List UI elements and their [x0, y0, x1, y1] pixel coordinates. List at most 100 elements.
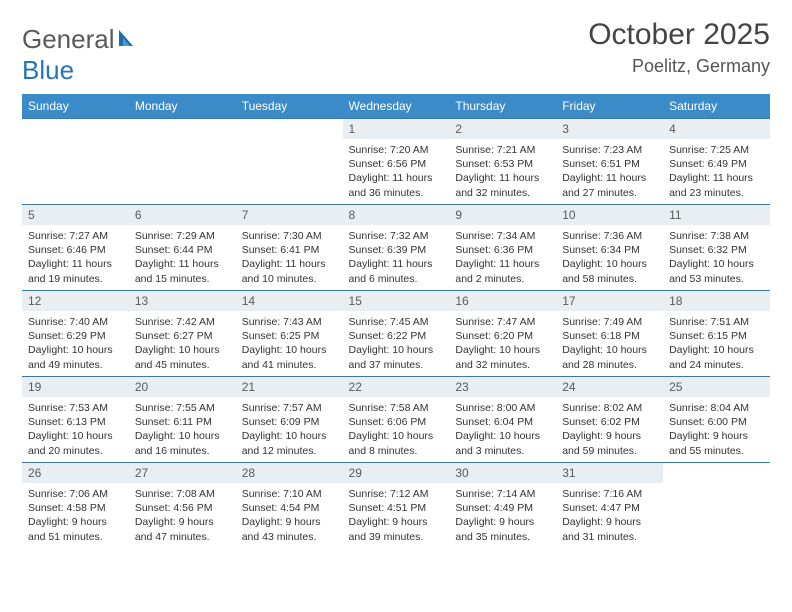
day-data: Sunrise: 7:23 AMSunset: 6:51 PMDaylight:…: [556, 139, 663, 202]
sunrise-text: Sunrise: 7:47 AM: [455, 315, 550, 329]
daylight-text: Daylight: 11 hours and 27 minutes.: [562, 171, 657, 199]
calendar-day-cell: 7Sunrise: 7:30 AMSunset: 6:41 PMDaylight…: [236, 205, 343, 291]
sunrise-text: Sunrise: 7:20 AM: [349, 143, 444, 157]
daylight-text: Daylight: 10 hours and 32 minutes.: [455, 343, 550, 371]
weekday-header: Thursday: [449, 94, 556, 119]
sunset-text: Sunset: 6:44 PM: [135, 243, 230, 257]
day-data: Sunrise: 7:51 AMSunset: 6:15 PMDaylight:…: [663, 311, 770, 374]
sunrise-text: Sunrise: 8:04 AM: [669, 401, 764, 415]
day-data: Sunrise: 7:53 AMSunset: 6:13 PMDaylight:…: [22, 397, 129, 460]
day-data: Sunrise: 8:02 AMSunset: 6:02 PMDaylight:…: [556, 397, 663, 460]
calendar-empty-cell: [129, 119, 236, 205]
daylight-text: Daylight: 9 hours and 51 minutes.: [28, 515, 123, 543]
sunset-text: Sunset: 6:11 PM: [135, 415, 230, 429]
daylight-text: Daylight: 10 hours and 37 minutes.: [349, 343, 444, 371]
daylight-text: Daylight: 11 hours and 23 minutes.: [669, 171, 764, 199]
day-number: 8: [343, 205, 450, 225]
sunrise-text: Sunrise: 7:29 AM: [135, 229, 230, 243]
calendar-day-cell: 25Sunrise: 8:04 AMSunset: 6:00 PMDayligh…: [663, 377, 770, 463]
sunrise-text: Sunrise: 7:32 AM: [349, 229, 444, 243]
sunrise-text: Sunrise: 7:27 AM: [28, 229, 123, 243]
sunset-text: Sunset: 6:53 PM: [455, 157, 550, 171]
day-data: Sunrise: 8:04 AMSunset: 6:00 PMDaylight:…: [663, 397, 770, 460]
daylight-text: Daylight: 10 hours and 45 minutes.: [135, 343, 230, 371]
weekday-header: Sunday: [22, 94, 129, 119]
day-data: Sunrise: 7:16 AMSunset: 4:47 PMDaylight:…: [556, 483, 663, 546]
day-data: Sunrise: 7:43 AMSunset: 6:25 PMDaylight:…: [236, 311, 343, 374]
sunset-text: Sunset: 6:56 PM: [349, 157, 444, 171]
daylight-text: Daylight: 10 hours and 12 minutes.: [242, 429, 337, 457]
sunrise-text: Sunrise: 7:12 AM: [349, 487, 444, 501]
day-data: Sunrise: 7:32 AMSunset: 6:39 PMDaylight:…: [343, 225, 450, 288]
day-data: Sunrise: 8:00 AMSunset: 6:04 PMDaylight:…: [449, 397, 556, 460]
daylight-text: Daylight: 10 hours and 58 minutes.: [562, 257, 657, 285]
day-data: Sunrise: 7:57 AMSunset: 6:09 PMDaylight:…: [236, 397, 343, 460]
day-data: Sunrise: 7:45 AMSunset: 6:22 PMDaylight:…: [343, 311, 450, 374]
sunset-text: Sunset: 4:58 PM: [28, 501, 123, 515]
day-data: Sunrise: 7:34 AMSunset: 6:36 PMDaylight:…: [449, 225, 556, 288]
sunrise-text: Sunrise: 7:58 AM: [349, 401, 444, 415]
calendar-empty-cell: [236, 119, 343, 205]
sunrise-text: Sunrise: 7:51 AM: [669, 315, 764, 329]
sunset-text: Sunset: 6:06 PM: [349, 415, 444, 429]
day-data: Sunrise: 7:29 AMSunset: 6:44 PMDaylight:…: [129, 225, 236, 288]
header: General Blue October 2025 Poelitz, Germa…: [22, 18, 770, 86]
calendar-week-row: 5Sunrise: 7:27 AMSunset: 6:46 PMDaylight…: [22, 205, 770, 291]
sunset-text: Sunset: 6:32 PM: [669, 243, 764, 257]
sunset-text: Sunset: 6:34 PM: [562, 243, 657, 257]
sunset-text: Sunset: 4:54 PM: [242, 501, 337, 515]
daylight-text: Daylight: 10 hours and 8 minutes.: [349, 429, 444, 457]
calendar-table: SundayMondayTuesdayWednesdayThursdayFrid…: [22, 94, 770, 549]
day-number: 28: [236, 463, 343, 483]
logo-text-gray: General: [22, 24, 115, 54]
sunset-text: Sunset: 6:13 PM: [28, 415, 123, 429]
day-data: Sunrise: 7:20 AMSunset: 6:56 PMDaylight:…: [343, 139, 450, 202]
day-number: 4: [663, 119, 770, 139]
daylight-text: Daylight: 11 hours and 32 minutes.: [455, 171, 550, 199]
daylight-text: Daylight: 9 hours and 35 minutes.: [455, 515, 550, 543]
calendar-day-cell: 1Sunrise: 7:20 AMSunset: 6:56 PMDaylight…: [343, 119, 450, 205]
sunset-text: Sunset: 4:47 PM: [562, 501, 657, 515]
day-number: 14: [236, 291, 343, 311]
sunrise-text: Sunrise: 7:43 AM: [242, 315, 337, 329]
daylight-text: Daylight: 9 hours and 55 minutes.: [669, 429, 764, 457]
day-data: Sunrise: 7:27 AMSunset: 6:46 PMDaylight:…: [22, 225, 129, 288]
page-title: October 2025: [588, 18, 770, 52]
daylight-text: Daylight: 9 hours and 59 minutes.: [562, 429, 657, 457]
sunrise-text: Sunrise: 7:40 AM: [28, 315, 123, 329]
day-number: 18: [663, 291, 770, 311]
calendar-day-cell: 27Sunrise: 7:08 AMSunset: 4:56 PMDayligh…: [129, 463, 236, 549]
weekday-header: Tuesday: [236, 94, 343, 119]
sunrise-text: Sunrise: 7:08 AM: [135, 487, 230, 501]
sunrise-text: Sunrise: 7:14 AM: [455, 487, 550, 501]
day-data: Sunrise: 7:06 AMSunset: 4:58 PMDaylight:…: [22, 483, 129, 546]
calendar-day-cell: 10Sunrise: 7:36 AMSunset: 6:34 PMDayligh…: [556, 205, 663, 291]
weekday-header-row: SundayMondayTuesdayWednesdayThursdayFrid…: [22, 94, 770, 119]
daylight-text: Daylight: 11 hours and 19 minutes.: [28, 257, 123, 285]
calendar-day-cell: 18Sunrise: 7:51 AMSunset: 6:15 PMDayligh…: [663, 291, 770, 377]
sunrise-text: Sunrise: 8:00 AM: [455, 401, 550, 415]
sunrise-text: Sunrise: 7:34 AM: [455, 229, 550, 243]
daylight-text: Daylight: 9 hours and 31 minutes.: [562, 515, 657, 543]
sunrise-text: Sunrise: 7:21 AM: [455, 143, 550, 157]
sunset-text: Sunset: 6:46 PM: [28, 243, 123, 257]
calendar-day-cell: 20Sunrise: 7:55 AMSunset: 6:11 PMDayligh…: [129, 377, 236, 463]
day-number: 27: [129, 463, 236, 483]
day-number: 10: [556, 205, 663, 225]
sunrise-text: Sunrise: 7:38 AM: [669, 229, 764, 243]
daylight-text: Daylight: 11 hours and 6 minutes.: [349, 257, 444, 285]
sunset-text: Sunset: 6:49 PM: [669, 157, 764, 171]
sunset-text: Sunset: 6:39 PM: [349, 243, 444, 257]
daylight-text: Daylight: 9 hours and 43 minutes.: [242, 515, 337, 543]
daylight-text: Daylight: 10 hours and 28 minutes.: [562, 343, 657, 371]
day-number: 29: [343, 463, 450, 483]
day-number: 23: [449, 377, 556, 397]
day-data: Sunrise: 7:08 AMSunset: 4:56 PMDaylight:…: [129, 483, 236, 546]
day-number: 20: [129, 377, 236, 397]
sunrise-text: Sunrise: 7:49 AM: [562, 315, 657, 329]
sunrise-text: Sunrise: 7:16 AM: [562, 487, 657, 501]
sunrise-text: Sunrise: 7:30 AM: [242, 229, 337, 243]
daylight-text: Daylight: 11 hours and 10 minutes.: [242, 257, 337, 285]
calendar-day-cell: 9Sunrise: 7:34 AMSunset: 6:36 PMDaylight…: [449, 205, 556, 291]
sunset-text: Sunset: 6:18 PM: [562, 329, 657, 343]
